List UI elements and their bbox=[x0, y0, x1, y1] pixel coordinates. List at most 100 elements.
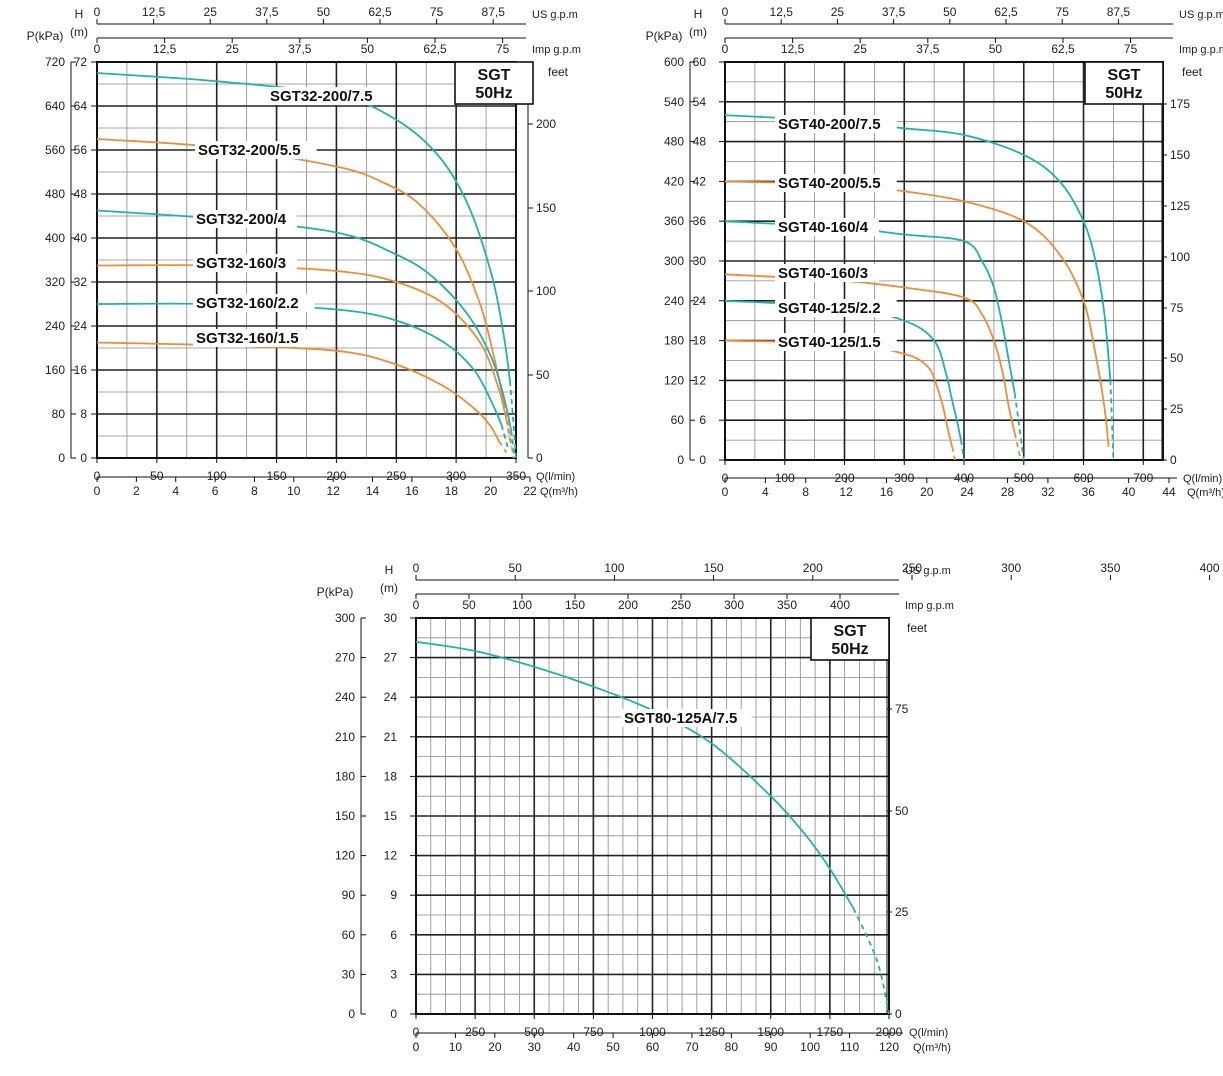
h-tick-label: 3 bbox=[390, 967, 397, 981]
p-tick-label: 180 bbox=[664, 334, 684, 348]
q-lmin-tick-label: 300 bbox=[446, 469, 466, 483]
series-line-extension bbox=[510, 430, 516, 459]
us-gpm-tick-label: 50 bbox=[509, 561, 523, 575]
series-label: SGT40-200/5.5 bbox=[778, 175, 881, 192]
imp-gpm-tick-label: 400 bbox=[830, 598, 850, 612]
h-tick-label: 6 bbox=[390, 928, 397, 942]
p-tick-label: 400 bbox=[45, 231, 65, 245]
imp-gpm-tick-label: 37,5 bbox=[916, 42, 940, 56]
series-label: SGT40-125/2.2 bbox=[778, 300, 881, 317]
us-gpm-tick-label: 50 bbox=[317, 5, 331, 19]
h-axis-unit: (m) bbox=[689, 25, 707, 39]
feet-axis-title: feet bbox=[907, 621, 928, 635]
p-tick-label: 210 bbox=[335, 730, 355, 744]
us-gpm-tick-label: 400 bbox=[1200, 561, 1220, 575]
imp-gpm-tick-label: 75 bbox=[1124, 42, 1138, 56]
h-tick-label: 16 bbox=[74, 363, 88, 377]
us-gpm-tick-label: 75 bbox=[430, 5, 444, 19]
h-tick-label: 18 bbox=[693, 334, 707, 348]
h-tick-label: 15 bbox=[384, 809, 398, 823]
us-gpm-tick-label: 350 bbox=[1100, 561, 1120, 575]
feet-tick-label: 0 bbox=[895, 1007, 902, 1021]
grid bbox=[415, 617, 890, 1015]
q-m3h-tick-label: 44 bbox=[1162, 485, 1176, 499]
feet-axis-title: feet bbox=[548, 65, 569, 79]
h-tick-label: 54 bbox=[693, 95, 707, 109]
q-m3h-tick-label: 70 bbox=[685, 1040, 699, 1054]
q-lmin-tick-label: 250 bbox=[465, 1025, 485, 1039]
p-tick-label: 0 bbox=[58, 451, 65, 465]
series-line bbox=[96, 302, 503, 426]
q-m3h-tick-label: 100 bbox=[800, 1040, 820, 1054]
imp-gpm-tick-label: 25 bbox=[226, 42, 240, 56]
imp-gpm-tick-label: 50 bbox=[462, 598, 476, 612]
p-tick-label: 30 bbox=[342, 967, 356, 981]
series-label: SGT40-160/4 bbox=[778, 219, 869, 236]
q-lmin-tick-label: 750 bbox=[583, 1025, 603, 1039]
us-gpm-tick-label: 62,5 bbox=[368, 5, 392, 19]
h-tick-label: 32 bbox=[74, 275, 88, 289]
series-line-extension bbox=[498, 441, 508, 453]
q-m3h-tick-label: 14 bbox=[366, 484, 380, 498]
series-line-extension bbox=[500, 424, 509, 448]
h-tick-label: 27 bbox=[384, 651, 398, 665]
us-gpm-tick-label: 0 bbox=[94, 5, 101, 19]
p-tick-label: 240 bbox=[664, 294, 684, 308]
model-badge bbox=[1084, 61, 1164, 105]
q-m3h-title: Q(m³/h) bbox=[1187, 487, 1223, 499]
us-gpm-tick-label: 250 bbox=[902, 561, 922, 575]
h-tick-label: 6 bbox=[699, 413, 706, 427]
h-tick-label: 18 bbox=[384, 769, 398, 783]
imp-gpm-tick-label: 100 bbox=[512, 598, 532, 612]
us-gpm-tick-label: 100 bbox=[604, 561, 624, 575]
q-m3h-tick-label: 4 bbox=[762, 485, 769, 499]
p-tick-label: 640 bbox=[45, 99, 65, 113]
us-gpm-tick-label: 0 bbox=[413, 561, 420, 575]
h-tick-label: 0 bbox=[699, 453, 706, 467]
series-label-bg bbox=[193, 294, 315, 312]
us-gpm-tick-label: 25 bbox=[831, 5, 845, 19]
series-label-bg bbox=[775, 333, 897, 351]
q-m3h-tick-label: 32 bbox=[1041, 485, 1055, 499]
us-gpm-tick-label: 150 bbox=[704, 561, 724, 575]
h-tick-label: 24 bbox=[384, 690, 398, 704]
q-m3h-tick-label: 10 bbox=[287, 484, 301, 498]
q-lmin-tick-label: 500 bbox=[524, 1025, 544, 1039]
h-tick-label: 48 bbox=[74, 187, 88, 201]
p-axis-title: P(kPa) bbox=[646, 29, 683, 43]
series-line bbox=[96, 209, 513, 431]
p-tick-label: 0 bbox=[677, 453, 684, 467]
q-m3h-tick-label: 8 bbox=[251, 484, 258, 498]
q-m3h-tick-label: 60 bbox=[646, 1040, 660, 1054]
feet-tick-label: 50 bbox=[895, 804, 909, 818]
q-lmin-title: Q(l/min) bbox=[1183, 473, 1222, 485]
q-lmin-title: Q(l/min) bbox=[536, 471, 575, 483]
p-tick-label: 90 bbox=[342, 888, 356, 902]
h-tick-label: 64 bbox=[74, 99, 88, 113]
p-axis-title: P(kPa) bbox=[27, 29, 64, 43]
series-line-extension bbox=[960, 439, 965, 461]
h-tick-label: 36 bbox=[693, 214, 707, 228]
q-m3h-tick-label: 12 bbox=[839, 485, 853, 499]
imp-gpm-tick-label: 50 bbox=[361, 42, 375, 56]
p-tick-label: 60 bbox=[342, 928, 356, 942]
h-tick-label: 48 bbox=[693, 135, 707, 149]
imp-gpm-tick-label: 12,5 bbox=[153, 42, 177, 56]
h-tick-label: 9 bbox=[390, 888, 397, 902]
series-label: SGT32-200/4 bbox=[196, 211, 287, 228]
series-label: SGT32-200/5.5 bbox=[198, 142, 301, 159]
h-axis-unit: (m) bbox=[70, 25, 88, 39]
q-m3h-tick-label: 12 bbox=[327, 484, 341, 498]
series-label-bg bbox=[195, 141, 317, 159]
series-line-extension bbox=[951, 446, 956, 461]
q-lmin-tick-label: 1750 bbox=[817, 1025, 844, 1039]
series-label: SGT80-125A/7.5 bbox=[624, 710, 737, 727]
us-gpm-title: US g.p.m bbox=[905, 565, 951, 577]
p-tick-label: 480 bbox=[45, 187, 65, 201]
q-m3h-title: Q(m³/h) bbox=[913, 1042, 951, 1054]
series-label: SGT40-160/3 bbox=[778, 265, 868, 282]
q-m3h-tick-label: 18 bbox=[445, 484, 459, 498]
p-tick-label: 270 bbox=[335, 651, 355, 665]
imp-gpm-title: Imp g.p.m bbox=[905, 600, 954, 612]
p-tick-label: 60 bbox=[671, 413, 685, 427]
